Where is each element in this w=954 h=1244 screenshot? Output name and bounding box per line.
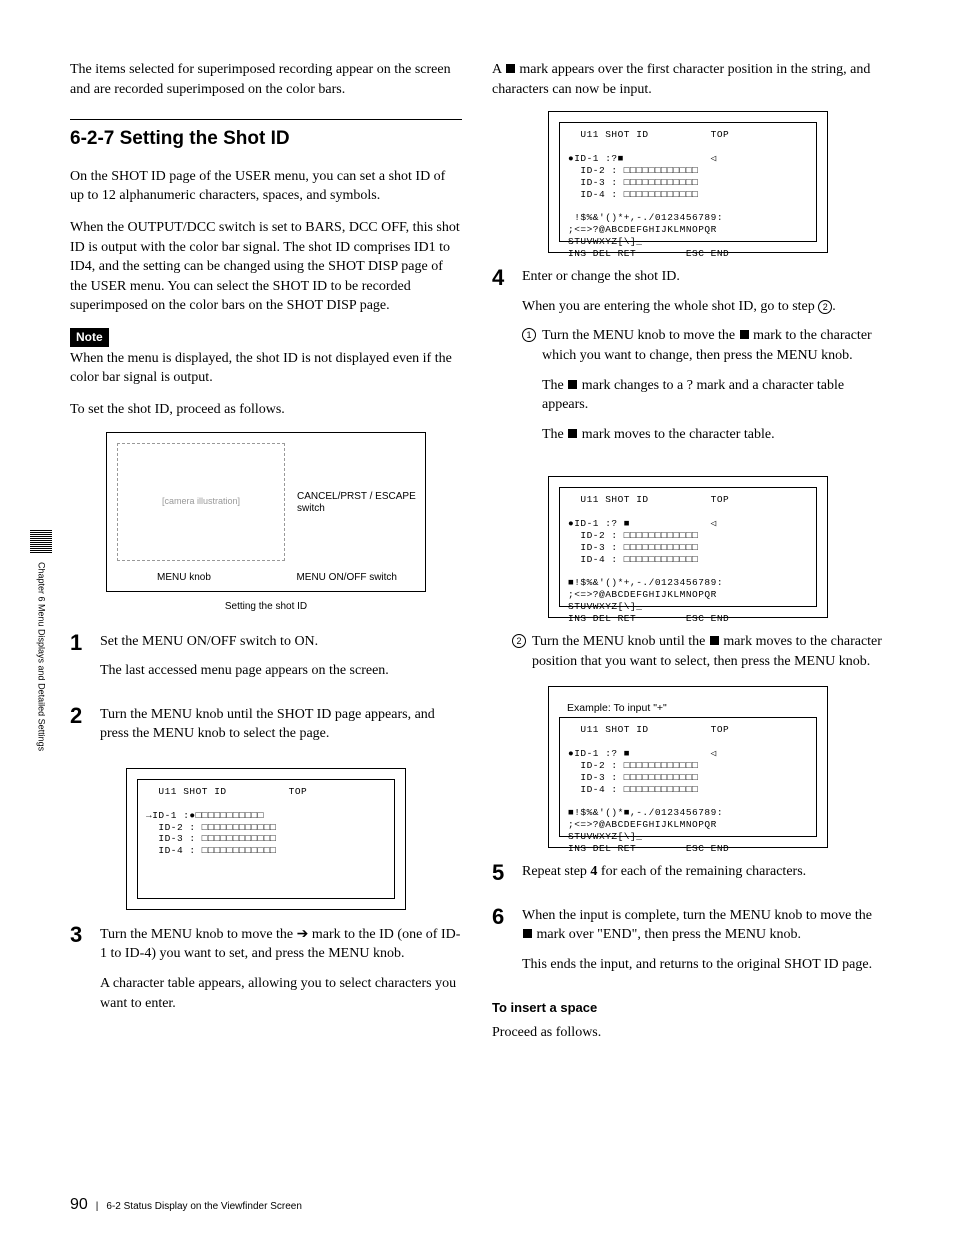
substep-1-text-a: Turn the MENU knob to move the mark to t…: [542, 326, 884, 365]
diagram-label-menu-knob: MENU knob: [157, 571, 211, 585]
circled-2-icon: 2: [818, 300, 832, 314]
step-6-number: 6: [492, 906, 510, 985]
camera-diagram: [camera illustration] CANCEL/PRST / ESCA…: [106, 432, 426, 592]
page-footer: 90 | 6-2 Status Display on the Viewfinde…: [70, 1194, 302, 1216]
step-1-text-a: Set the MENU ON/OFF switch to ON.: [100, 632, 462, 652]
right-top-para: A mark appears over the first character …: [492, 60, 884, 99]
step-5-text-a: Repeat step 4 for each of the remaining …: [522, 862, 884, 882]
step-3-text-b: A character table appears, allowing you …: [100, 974, 462, 1013]
para-1: On the SHOT ID page of the USER menu, yo…: [70, 167, 462, 206]
side-tab-lines: [30, 530, 52, 554]
lcd-screen-4-content: U11 SHOT ID TOP ●ID-1 :? ■ ◁ ID-2 : □□□□…: [559, 717, 817, 837]
lcd-screen-1-content: U11 SHOT ID TOP →ID-1 :●□□□□□□□□□□□ ID-2…: [137, 779, 395, 899]
step-1-text-b: The last accessed menu page appears on t…: [100, 661, 462, 681]
step-1-number: 1: [70, 632, 88, 691]
step-3: 3 Turn the MENU knob to move the ➔ mark …: [70, 924, 462, 1023]
substep-1-text-c: The mark moves to the character table.: [542, 425, 884, 445]
insert-space-heading: To insert a space: [492, 999, 884, 1017]
step-4-text-b: When you are entering the whole shot ID,…: [522, 297, 884, 317]
black-square-icon: [740, 330, 749, 339]
intro-text: The items selected for superimposed reco…: [70, 60, 462, 99]
side-tab: Chapter 6 Menu Displays and Detailed Set…: [30, 530, 52, 751]
step-6-text-b: This ends the input, and returns to the …: [522, 955, 884, 975]
step-3-number: 3: [70, 924, 88, 1023]
side-tab-chapter-label: Chapter 6 Menu Displays and Detailed Set…: [35, 562, 48, 751]
lcd-screen-1: U11 SHOT ID TOP →ID-1 :●□□□□□□□□□□□ ID-2…: [126, 768, 406, 910]
black-square-icon: [506, 64, 515, 73]
lcd-screen-2-content: U11 SHOT ID TOP ●ID-1 :?■ ◁ ID-2 : □□□□□…: [559, 122, 817, 242]
left-column: The items selected for superimposed reco…: [70, 60, 462, 1048]
para-2: When the OUTPUT/DCC switch is set to BAR…: [70, 218, 462, 316]
note-badge: Note: [70, 328, 109, 347]
lcd-screen-2: U11 SHOT ID TOP ●ID-1 :?■ ◁ ID-2 : □□□□□…: [548, 111, 828, 253]
insert-space-body: Proceed as follows.: [492, 1023, 884, 1043]
footer-section: 6-2 Status Display on the Viewfinder Scr…: [106, 1200, 301, 1214]
step-4: 4 Enter or change the shot ID. When you …: [492, 267, 884, 462]
step-1: 1 Set the MENU ON/OFF switch to ON. The …: [70, 632, 462, 691]
step-4-text-a: Enter or change the shot ID.: [522, 267, 884, 287]
diagram-caption: Setting the shot ID: [70, 600, 462, 614]
step-3-text-a: Turn the MENU knob to move the ➔ mark to…: [100, 924, 462, 964]
example-label: Example: To input "+": [559, 697, 817, 718]
circled-2-icon: 2: [512, 634, 526, 648]
page-number: 90: [70, 1194, 88, 1216]
lcd-screen-3: U11 SHOT ID TOP ●ID-1 :? ■ ◁ ID-2 : □□□□…: [548, 476, 828, 618]
lcd-screen-3-content: U11 SHOT ID TOP ●ID-1 :? ■ ◁ ID-2 : □□□□…: [559, 487, 817, 607]
substep-1: 1 Turn the MENU knob to move the mark to…: [522, 326, 884, 454]
step-5: 5 Repeat step 4 for each of the remainin…: [492, 862, 884, 892]
note-text: When the menu is displayed, the shot ID …: [70, 349, 462, 388]
lcd-screen-4: Example: To input "+" U11 SHOT ID TOP ●I…: [548, 686, 828, 849]
black-square-icon: [523, 929, 532, 938]
black-square-icon: [568, 429, 577, 438]
step-2: 2 Turn the MENU knob until the SHOT ID p…: [70, 705, 462, 754]
step-2-text-a: Turn the MENU knob until the SHOT ID pag…: [100, 705, 462, 744]
substep-2-text-a: Turn the MENU knob until the mark moves …: [532, 632, 884, 671]
step-5-number: 5: [492, 862, 510, 892]
step-4-number: 4: [492, 267, 510, 462]
right-column: A mark appears over the first character …: [492, 60, 884, 1048]
section-rule: [70, 119, 462, 120]
diagram-label-onoff: MENU ON/OFF switch: [296, 571, 397, 585]
step-6-text-a: When the input is complete, turn the MEN…: [522, 906, 884, 945]
black-square-icon: [710, 636, 719, 645]
footer-separator: |: [96, 1200, 99, 1214]
section-heading: 6-2-7 Setting the Shot ID: [70, 126, 462, 153]
camera-illustration-placeholder: [camera illustration]: [117, 443, 285, 561]
step-2-number: 2: [70, 705, 88, 754]
proceed-text: To set the shot ID, proceed as follows.: [70, 400, 462, 420]
black-square-icon: [568, 380, 577, 389]
diagram-label-cancel: CANCEL/PRST / ESCAPE switch: [297, 491, 417, 515]
right-arrow-icon: ➔: [297, 925, 309, 941]
substep-1-text-b: The mark changes to a ? mark and a chara…: [542, 376, 884, 415]
circled-1-icon: 1: [522, 328, 536, 342]
step-6: 6 When the input is complete, turn the M…: [492, 906, 884, 985]
substep-2: 2 Turn the MENU knob until the mark move…: [512, 632, 884, 677]
